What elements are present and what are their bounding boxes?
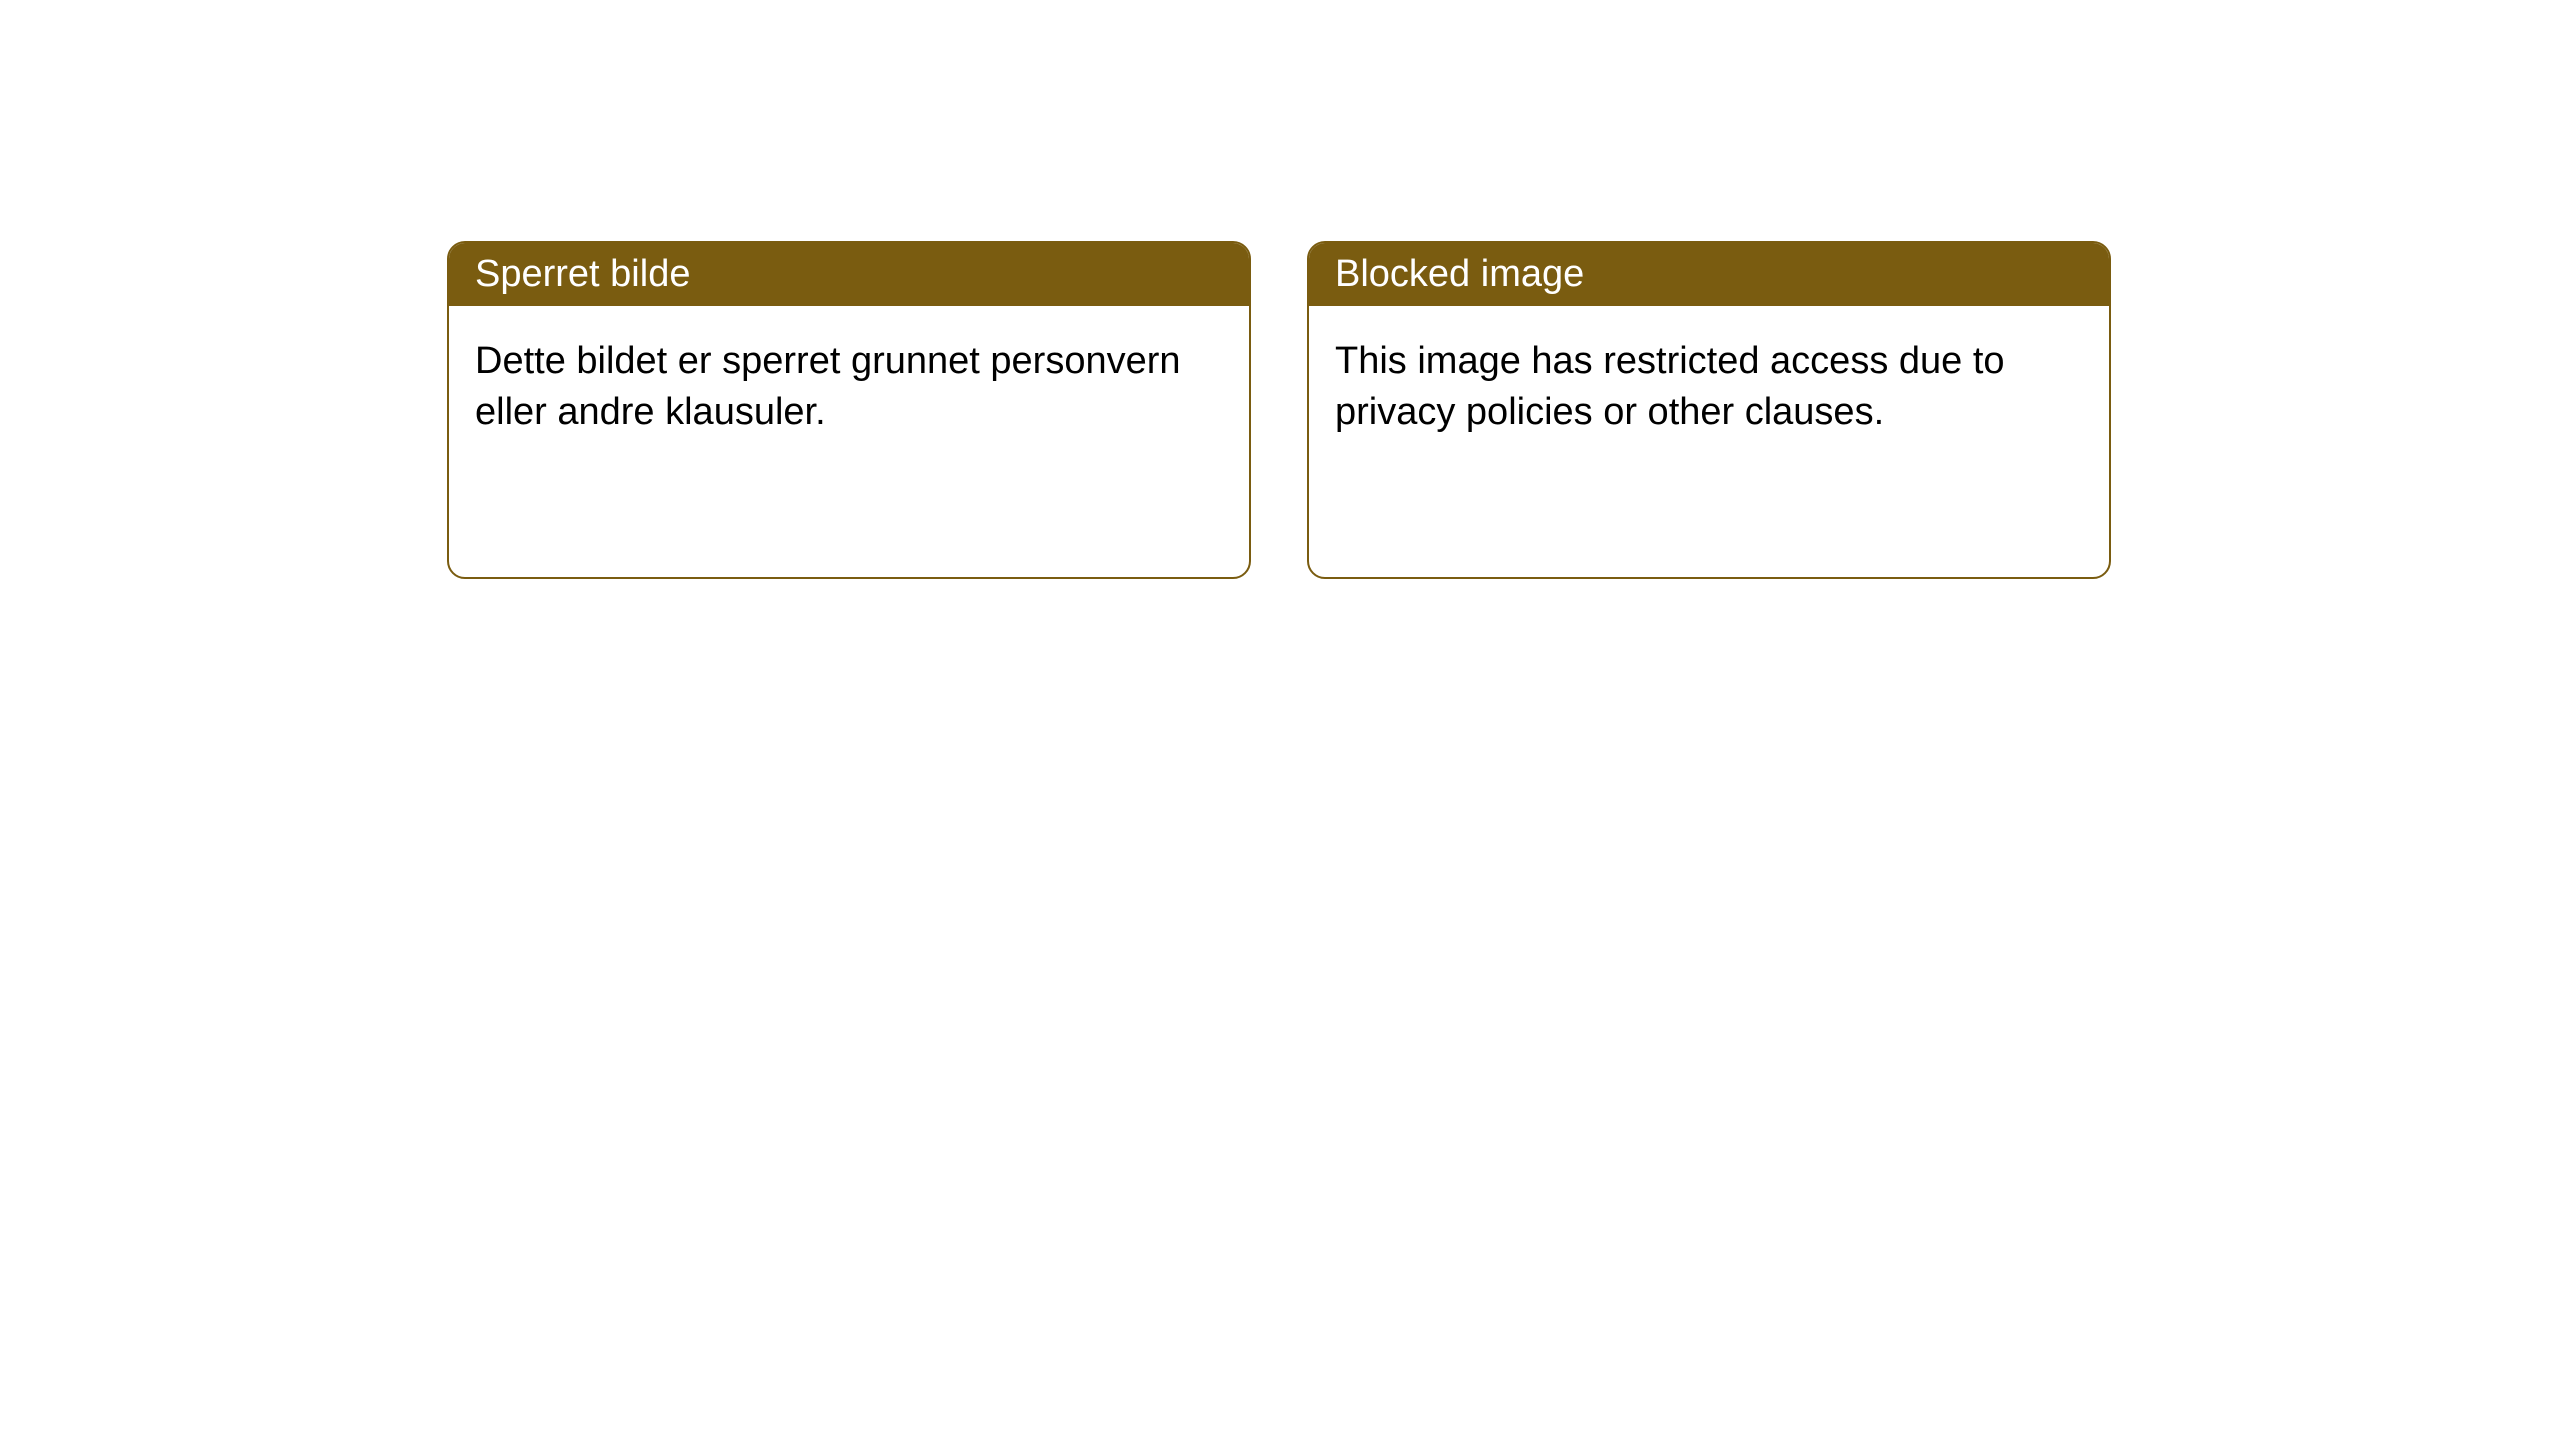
notice-body-en: This image has restricted access due to … — [1309, 306, 2109, 469]
notice-title-en: Blocked image — [1309, 243, 2109, 306]
notice-title-no: Sperret bilde — [449, 243, 1249, 306]
notice-panel-no: Sperret bilde Dette bildet er sperret gr… — [447, 241, 1251, 579]
notice-container: Sperret bilde Dette bildet er sperret gr… — [447, 241, 2111, 579]
notice-body-no: Dette bildet er sperret grunnet personve… — [449, 306, 1249, 469]
notice-panel-en: Blocked image This image has restricted … — [1307, 241, 2111, 579]
